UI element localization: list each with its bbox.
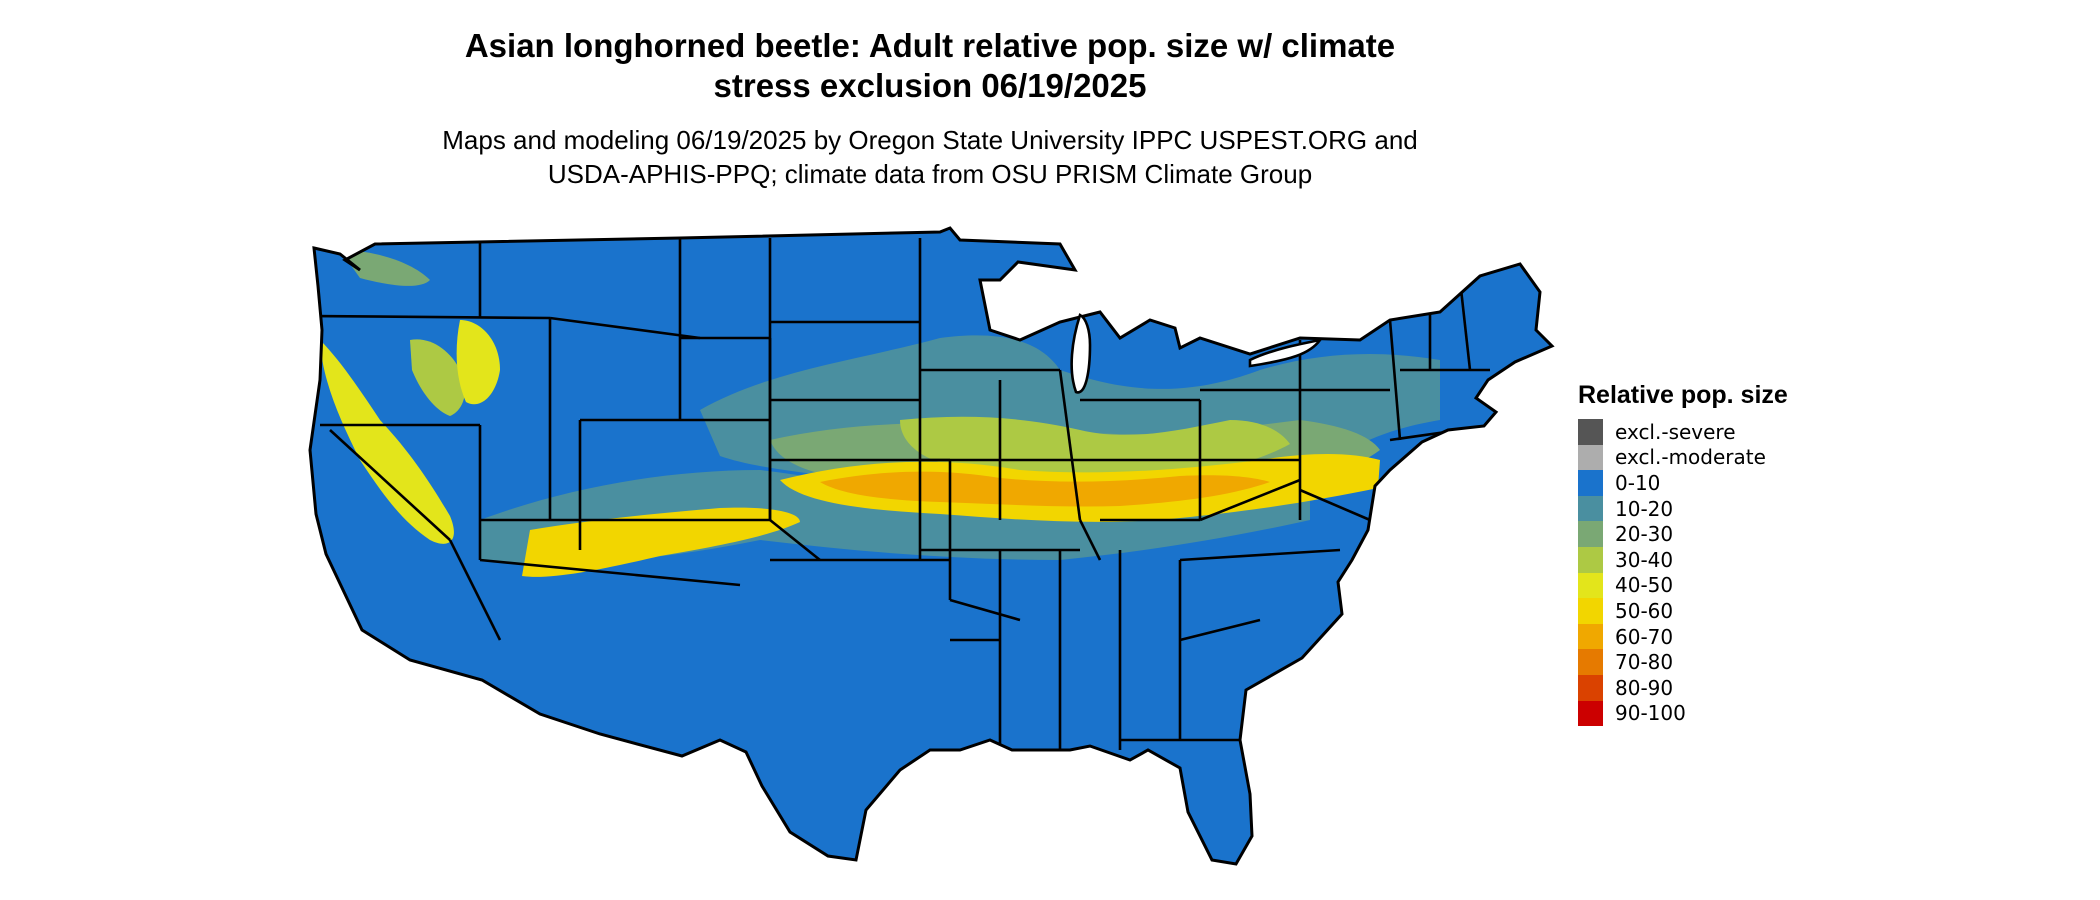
map-subtitle: Maps and modeling 06/19/2025 by Oregon S… [340, 123, 1520, 191]
legend-swatch [1578, 470, 1603, 496]
legend-swatch [1578, 649, 1603, 675]
zone-60-70-central [820, 471, 1270, 507]
zone-40-50-west [320, 340, 454, 544]
legend-label: 20-30 [1615, 522, 1674, 547]
map-subtitle-line2: USDA-APHIS-PPQ; climate data from OSU PR… [547, 159, 1313, 189]
legend-swatch [1578, 495, 1603, 522]
legend-label: excl.-moderate [1615, 445, 1766, 470]
legend-label: 0-10 [1615, 470, 1661, 495]
zone-50-60-southwest [522, 507, 800, 577]
legend-label: 30-40 [1615, 547, 1674, 572]
legend-item-20-30: 20-30 [1578, 521, 1788, 547]
lake-erie [1248, 338, 1323, 368]
zone-40-50-colorado [456, 320, 500, 405]
us-map [308, 226, 1555, 866]
legend-label: 10-20 [1615, 496, 1674, 521]
great-lakes [1070, 313, 1323, 394]
legend-item-30-40: 30-40 [1578, 546, 1788, 573]
legend-swatch [1578, 674, 1603, 701]
legend-label: excl.-severe [1615, 419, 1736, 444]
legend-items: excl.-severe excl.-moderate 0-10 10-20 2… [1578, 419, 1788, 727]
us-outline [308, 226, 1555, 866]
legend-title: Relative pop. size [1578, 381, 1788, 409]
zone-30-40 [900, 416, 1290, 478]
lake-michigan [1070, 313, 1092, 394]
state-boundaries [310, 238, 1490, 750]
legend-item-50-60: 50-60 [1578, 598, 1788, 624]
legend-label: 60-70 [1615, 624, 1674, 649]
legend-item-40-50: 40-50 [1578, 572, 1788, 599]
legend-swatch [1578, 546, 1603, 573]
legend-item-80-90: 80-90 [1578, 674, 1788, 701]
map-title: Asian longhorned beetle: Adult relative … [340, 26, 1520, 106]
legend-label: 90-100 [1615, 701, 1686, 726]
legend-item-70-80: 70-80 [1578, 649, 1788, 675]
legend-label: 70-80 [1615, 650, 1674, 675]
legend-label: 50-60 [1615, 598, 1674, 623]
legend-label: 80-90 [1615, 675, 1674, 700]
zone-30-40-nevada [410, 339, 465, 416]
legend-item-90-100: 90-100 [1578, 700, 1788, 727]
legend-swatch [1578, 444, 1603, 471]
legend-label: 40-50 [1615, 573, 1674, 598]
zone-20-30-washington [340, 250, 430, 286]
legend-swatch [1578, 572, 1603, 599]
map-legend: Relative pop. size excl.-severe excl.-mo… [1578, 380, 1788, 727]
legend-swatch [1578, 598, 1603, 624]
map-title-line2: stress exclusion 06/19/2025 [713, 67, 1147, 104]
map-subtitle-line1: Maps and modeling 06/19/2025 by Oregon S… [442, 125, 1418, 155]
legend-item-60-70: 60-70 [1578, 623, 1788, 650]
legend-swatch [1578, 419, 1603, 445]
legend-item-excl-moderate: excl.-moderate [1578, 444, 1788, 471]
legend-swatch [1578, 623, 1603, 650]
legend-swatch [1578, 521, 1603, 547]
legend-swatch [1578, 700, 1603, 727]
legend-item-10-20: 10-20 [1578, 495, 1788, 522]
legend-item-excl-severe: excl.-severe [1578, 419, 1788, 445]
map-title-line1: Asian longhorned beetle: Adult relative … [464, 27, 1396, 64]
legend-item-0-10: 0-10 [1578, 470, 1788, 496]
